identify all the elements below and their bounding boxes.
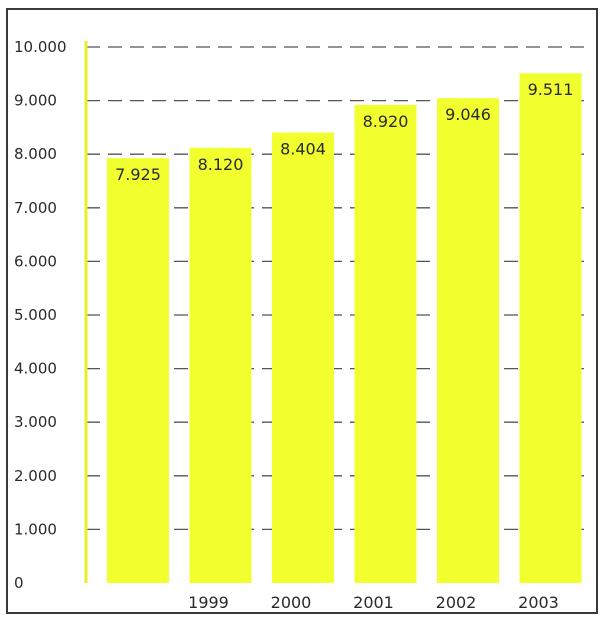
y-tick-label: 1.000: [14, 520, 57, 538]
gridlines: [86, 46, 590, 531]
chart-frame: 0 1.000 2.000 3.000 4.000 5.000 6.000 7.000 8.00…: [6, 8, 598, 614]
y-tick-label: 6.000: [14, 252, 57, 270]
data-label: 8.920: [363, 112, 409, 131]
y-tick-label: 9.000: [14, 92, 57, 110]
data-label: 9.511: [528, 80, 574, 99]
data-label: 8.404: [280, 140, 326, 159]
bar: [437, 98, 499, 583]
x-category-label: 2001: [353, 593, 394, 612]
y-tick-label: 0: [14, 574, 24, 592]
data-label: 9.046: [445, 105, 491, 124]
x-category-label: 1999: [188, 593, 229, 612]
bar: [189, 147, 252, 583]
x-category-labels: 1999 2000 2001 2002 2003: [188, 593, 559, 612]
bar-chart: 0 1.000 2.000 3.000 4.000 5.000 6.000 7.000 8.00…: [14, 38, 590, 612]
y-tick-label: 10.000: [14, 38, 67, 56]
bar: [354, 104, 417, 583]
y-tick-label: 2.000: [14, 467, 57, 485]
bar: [107, 158, 169, 583]
data-label: 8.120: [198, 155, 244, 174]
y-tick-label: 4.000: [14, 360, 57, 378]
y-tick-label: 5.000: [14, 306, 57, 324]
data-labels: 7.925 8.120 8.404 8.920 9.046 9.511: [115, 80, 573, 184]
x-category-label: 2003: [518, 593, 559, 612]
y-tick-labels: 0 1.000 2.000 3.000 4.000 5.000 6.000 7.000 8.00…: [14, 38, 67, 592]
bar: [519, 73, 582, 584]
x-category-label: 2000: [271, 593, 312, 612]
y-tick-label: 3.000: [14, 413, 57, 431]
y-tick-label: 8.000: [14, 145, 57, 163]
x-category-label: 2002: [436, 593, 477, 612]
bar: [272, 132, 334, 583]
data-label: 7.925: [115, 165, 161, 184]
bars: [107, 73, 582, 584]
y-tick-label: 7.000: [14, 199, 57, 217]
